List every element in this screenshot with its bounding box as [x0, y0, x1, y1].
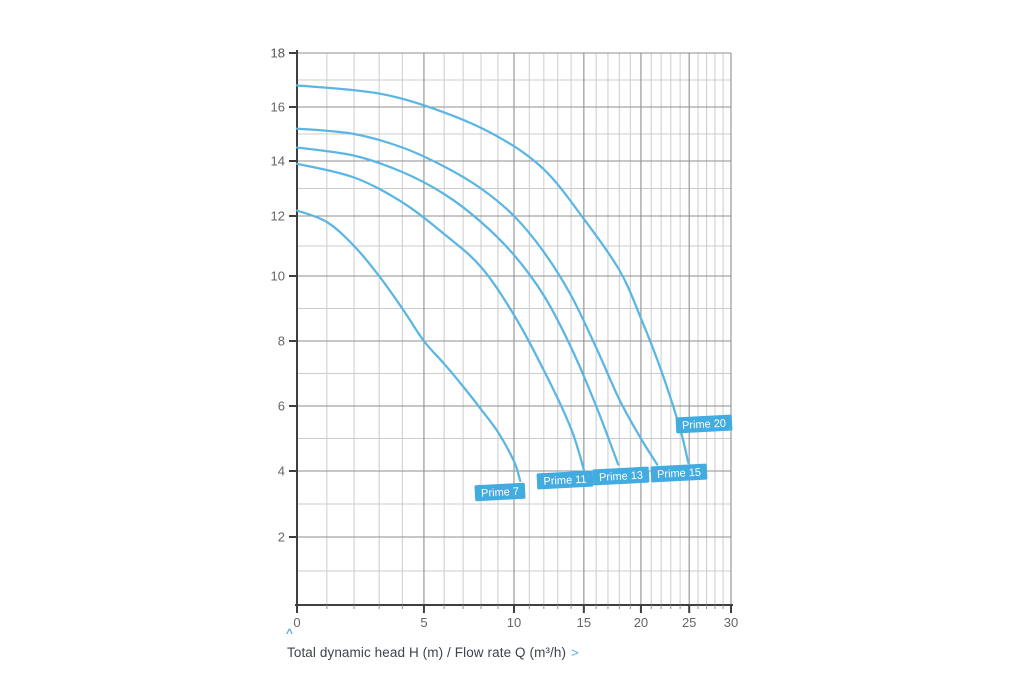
svg-text:20: 20 [634, 615, 648, 630]
svg-text:15: 15 [577, 615, 591, 630]
series-badge-prime-11: Prime 11 [536, 470, 594, 490]
svg-text:12: 12 [271, 209, 285, 224]
svg-text:18: 18 [271, 46, 285, 61]
curve-prime-15 [295, 127, 659, 466]
svg-text:30: 30 [724, 615, 738, 630]
svg-text:18: 18 [271, 46, 285, 61]
chevron-right-icon: > [571, 645, 579, 660]
collapse-caret-icon[interactable]: ^ [286, 626, 294, 640]
svg-text:Prime 11: Prime 11 [543, 474, 587, 488]
axis-title-text: Total dynamic head H (m) / Flow rate Q (… [287, 645, 567, 660]
series-badge-prime-15: Prime 15 [650, 463, 708, 483]
curve-prime-20 [295, 84, 690, 465]
svg-text:Prime 7: Prime 7 [481, 486, 519, 500]
axis-title-link[interactable]: Total dynamic head H (m) / Flow rate Q (… [287, 645, 579, 660]
svg-text:Prime 13: Prime 13 [599, 470, 644, 484]
svg-text:16: 16 [271, 100, 285, 115]
series-badge-prime-20: Prime 20 [675, 414, 733, 434]
curve-prime-13 [295, 146, 620, 466]
curve-prime-7 [295, 209, 522, 483]
curve-prime-11 [295, 162, 587, 476]
series-badge-prime-13: Prime 13 [592, 466, 650, 486]
svg-text:10: 10 [507, 615, 521, 630]
svg-text:2: 2 [278, 530, 285, 545]
svg-text:10: 10 [271, 269, 285, 284]
svg-text:25: 25 [682, 615, 696, 630]
svg-text:6: 6 [278, 399, 285, 414]
svg-text:4: 4 [278, 464, 285, 479]
svg-text:8: 8 [278, 334, 285, 349]
svg-text:14: 14 [271, 154, 285, 169]
series-badge-prime-7: Prime 7 [474, 482, 526, 502]
svg-text:Prime 15: Prime 15 [657, 467, 702, 481]
svg-text:0: 0 [293, 615, 300, 630]
svg-text:5: 5 [420, 615, 427, 630]
svg-text:Prime 20: Prime 20 [682, 418, 727, 432]
